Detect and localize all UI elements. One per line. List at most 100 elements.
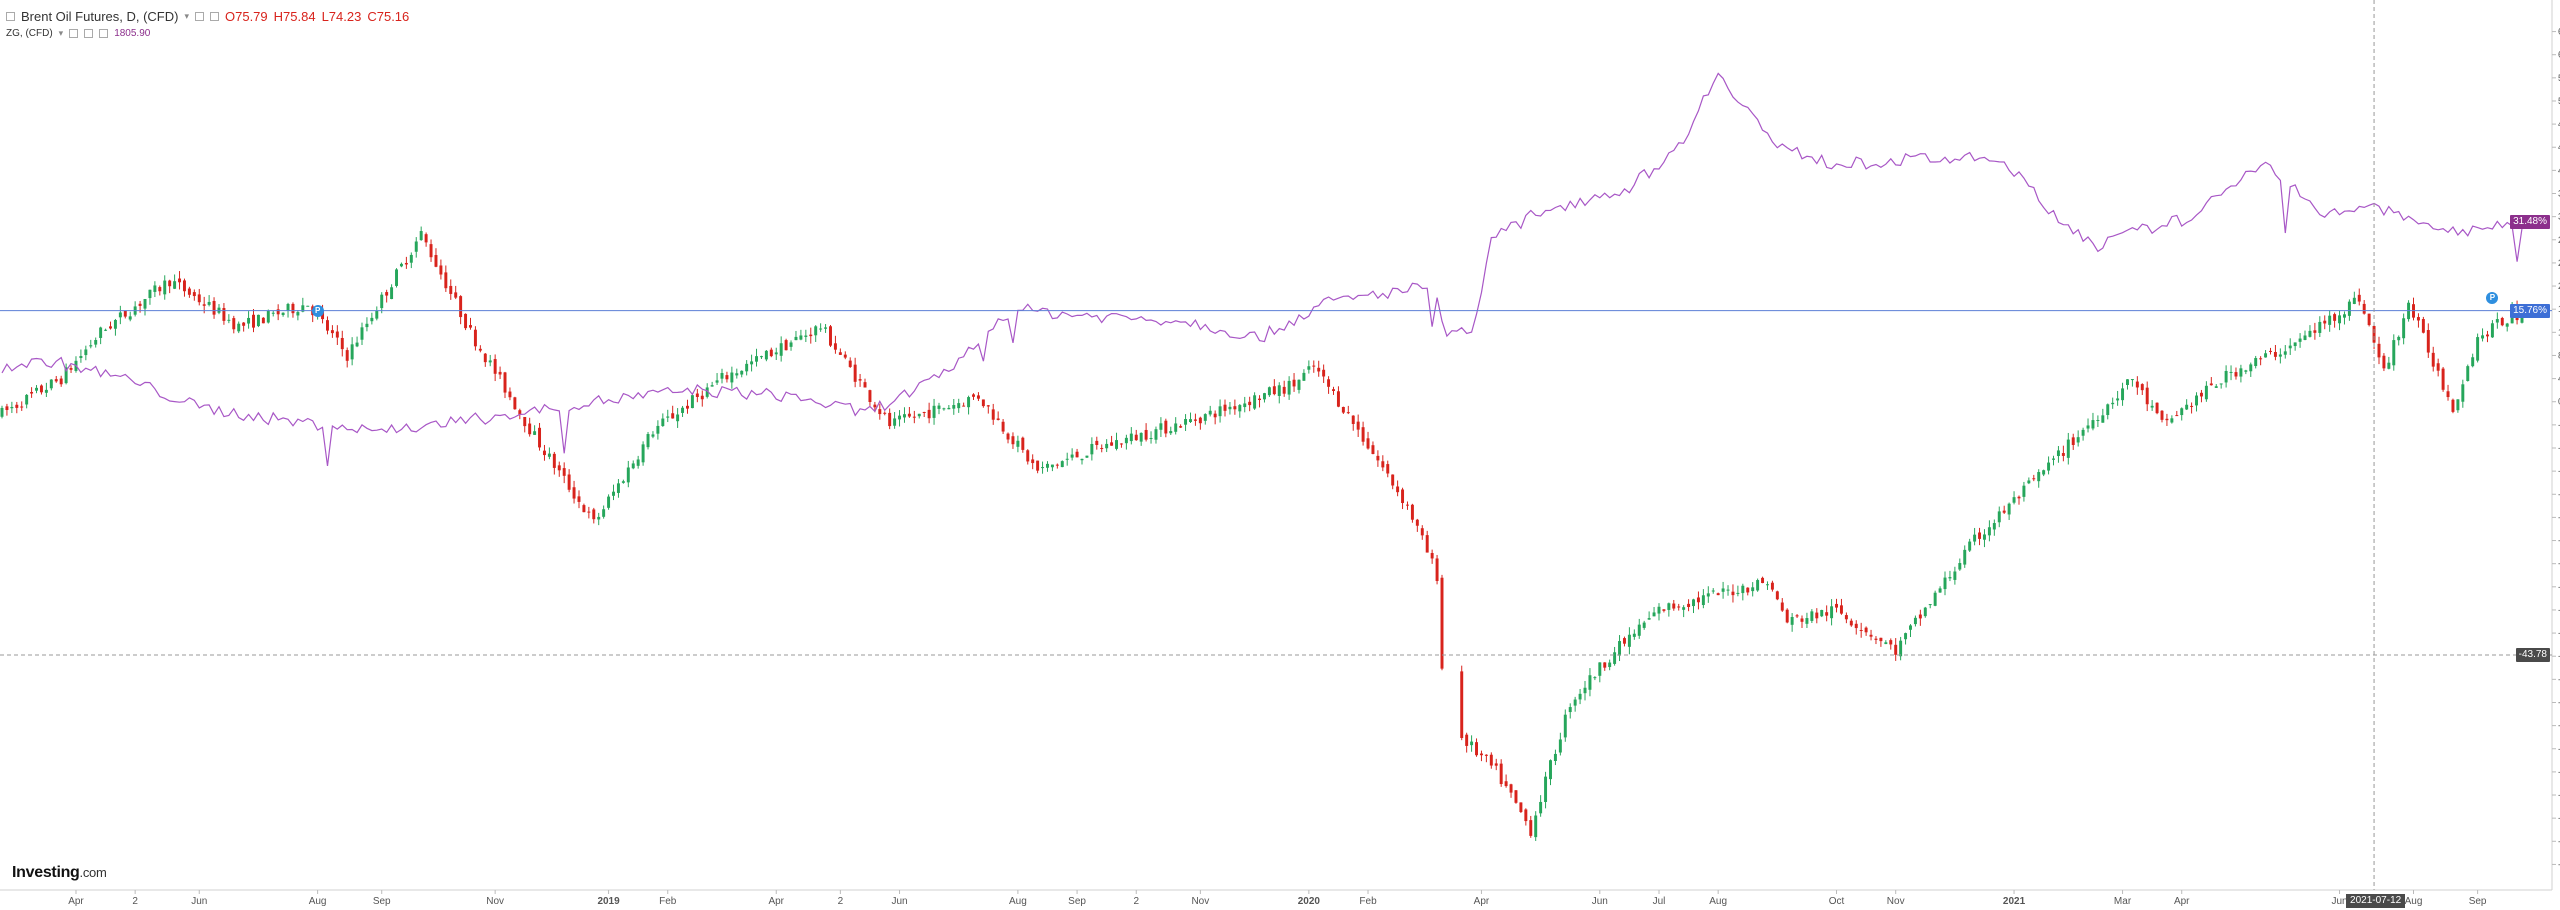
candle-body: [804, 335, 808, 337]
candle-body: [1963, 549, 1967, 565]
candle-body: [976, 395, 980, 399]
candle-body: [1982, 534, 1986, 540]
hide-icon[interactable]: [84, 28, 94, 38]
candle-body: [2130, 379, 2134, 381]
candle-body: [1923, 607, 1927, 617]
x-tick-label: Apr: [1474, 896, 1490, 907]
candle-body: [1021, 437, 1025, 450]
candle-body: [1440, 577, 1444, 669]
candle-body: [1785, 609, 1789, 623]
candle-body: [1692, 599, 1695, 607]
y-tick-label: -28.00%: [2558, 559, 2560, 569]
candle-body: [616, 483, 620, 493]
remove-icon[interactable]: [99, 28, 109, 38]
x-tick-label: Apr: [2174, 896, 2190, 907]
chevron-down-icon[interactable]: ▾: [184, 10, 189, 21]
candle-body: [2495, 319, 2499, 323]
event-marker-icon[interactable]: P: [2486, 291, 2499, 304]
candle-body: [863, 382, 867, 388]
candle-body: [922, 411, 926, 413]
candle-body: [2066, 439, 2070, 458]
chevron-down-icon[interactable]: ▾: [58, 27, 64, 38]
settings-icon[interactable]: [69, 28, 79, 38]
candle-body: [720, 373, 724, 379]
candle-body: [1410, 504, 1414, 520]
candle-body: [883, 412, 887, 414]
candle-body: [1682, 607, 1686, 610]
candle-body: [1336, 391, 1340, 407]
candle-body: [996, 418, 1000, 421]
candle-body: [907, 413, 911, 417]
candle-body: [1573, 699, 1577, 706]
y-tick-label: -20.00%: [2558, 512, 2560, 522]
candle-body: [222, 308, 226, 321]
x-tick-label: Feb: [659, 896, 677, 907]
candle-body: [2180, 408, 2184, 416]
candle-body: [1608, 662, 1612, 668]
candle-body: [1085, 455, 1089, 458]
candle-body: [39, 385, 43, 393]
candle-body: [2416, 317, 2420, 321]
candle-body: [1879, 637, 1883, 642]
x-tick-label: Jun: [2331, 896, 2347, 907]
candle-body: [2042, 470, 2046, 475]
candle-body: [1262, 393, 1266, 400]
event-marker-icon[interactable]: P: [311, 304, 324, 317]
candle-body: [1524, 809, 1528, 822]
candle-body: [1835, 603, 1838, 608]
candle-body: [473, 329, 477, 347]
candle-body: [1218, 406, 1222, 417]
candle-body: [1312, 365, 1316, 367]
candle-body: [2086, 425, 2090, 429]
candle-body: [2471, 357, 2475, 367]
candle-body: [2372, 325, 2376, 343]
candle-body: [705, 387, 709, 397]
candle-body: [1884, 642, 1888, 645]
candle-body: [1973, 534, 1977, 542]
candle-body: [306, 305, 310, 307]
candle-body: [1371, 445, 1375, 455]
x-tick-label: Sep: [1068, 896, 1086, 907]
settings-icon[interactable]: [195, 11, 204, 21]
candle-body: [390, 287, 394, 300]
candle-body: [1790, 617, 1794, 625]
collapse-icon[interactable]: [6, 11, 15, 21]
candle-body: [1026, 450, 1030, 462]
candle-body: [774, 352, 778, 355]
candle-body: [2338, 315, 2342, 324]
candle-body: [459, 296, 463, 318]
candle-body: [2209, 383, 2213, 386]
candle-body: [651, 434, 655, 437]
y-tick-label: 16.00%: [2558, 304, 2560, 314]
y-tick-label: -64.00%: [2558, 767, 2560, 777]
candle-body: [380, 294, 384, 309]
candle-body: [1272, 386, 1276, 395]
candle-body: [326, 320, 329, 331]
y-tick-label: 20.00%: [2558, 281, 2560, 291]
candle-body: [1361, 427, 1365, 442]
y-tick-label: 8.00%: [2558, 350, 2560, 360]
candle-body: [1258, 398, 1262, 401]
candle-body: [1193, 419, 1197, 421]
candle-body: [355, 342, 359, 347]
hide-icon[interactable]: [210, 11, 219, 21]
candle-body: [1588, 675, 1592, 690]
candle-body: [1282, 386, 1286, 394]
main-last-tag: 15.76%: [2510, 303, 2550, 318]
candle-body: [1090, 443, 1094, 455]
candle-body: [1189, 419, 1192, 423]
candle-body: [168, 280, 172, 287]
candle-body: [2283, 351, 2287, 355]
candle-body: [1613, 652, 1617, 664]
candle-body: [301, 305, 305, 312]
candle-body: [1766, 584, 1769, 586]
candle-body: [1598, 662, 1602, 676]
candle-body: [64, 367, 68, 384]
candle-body: [1687, 603, 1691, 607]
candle-body: [819, 328, 823, 330]
candle-body: [104, 329, 108, 331]
candle-body: [2402, 318, 2406, 339]
candle-body: [636, 459, 640, 466]
candle-body: [597, 516, 601, 520]
